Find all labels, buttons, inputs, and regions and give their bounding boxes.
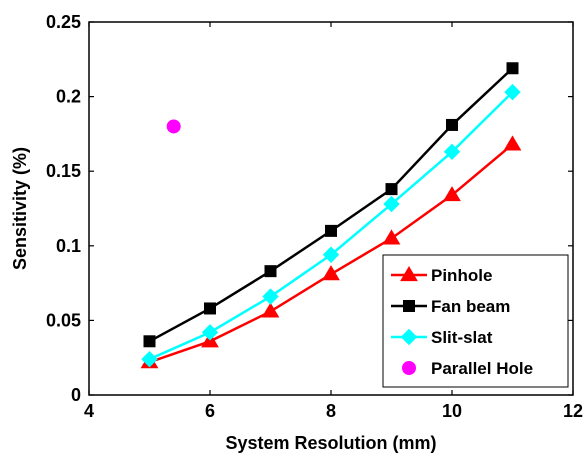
data-point	[262, 288, 279, 305]
x-tick-label: 10	[442, 401, 462, 421]
series-parallel-hole	[166, 119, 181, 134]
series-layer	[140, 62, 522, 369]
legend-label: Parallel Hole	[431, 359, 533, 378]
axes: 4 6 8 10 12 0 0.05 0.1 0.15 0.2 0.25	[46, 12, 583, 421]
data-point	[443, 186, 461, 202]
data-point	[261, 302, 280, 318]
legend-label: Fan beam	[431, 297, 510, 316]
x-tick-label: 6	[205, 401, 215, 421]
y-tick-label: 0.25	[46, 12, 81, 32]
x-tick-label: 8	[326, 401, 336, 421]
data-point	[141, 350, 158, 368]
y-tick-label: 0.2	[56, 87, 81, 107]
data-point	[166, 119, 181, 134]
series-slit-slat	[141, 83, 521, 368]
data-point	[504, 83, 521, 101]
x-axis-label: System Resolution (mm)	[225, 433, 436, 453]
data-point	[201, 324, 219, 341]
y-axis-label: Sensitivity (%)	[10, 147, 30, 270]
y-tick-label: 0	[71, 385, 81, 405]
x-tick-label: 4	[84, 401, 94, 421]
legend: Pinhole Fan beam Slit-slat Parallel Hole	[382, 254, 569, 388]
y-tick-label: 0.1	[56, 236, 81, 256]
x-tick-label: 12	[563, 401, 583, 421]
y-tick-label: 0.05	[46, 310, 81, 330]
data-point	[385, 183, 398, 196]
data-point	[446, 118, 458, 131]
data-point	[382, 229, 401, 245]
data-point	[503, 135, 522, 151]
data-point	[325, 224, 337, 237]
legend-marker	[400, 266, 418, 282]
legend-marker	[400, 328, 418, 346]
data-point	[383, 195, 400, 213]
legend-item: Parallel Hole	[402, 359, 533, 378]
data-point	[204, 302, 216, 315]
legend-marker	[402, 361, 416, 375]
legend-item: Pinhole	[391, 266, 492, 285]
series-pinhole	[140, 135, 522, 369]
legend-marker	[403, 300, 415, 312]
data-point	[143, 335, 156, 348]
data-point	[322, 246, 340, 263]
data-point	[506, 62, 519, 75]
legend-label: Pinhole	[431, 266, 492, 285]
legend-label: Slit-slat	[431, 328, 493, 347]
series-fan-beam	[143, 62, 519, 348]
legend-item: Fan beam	[391, 297, 510, 316]
data-point	[264, 265, 277, 278]
legend-item: Slit-slat	[391, 328, 493, 347]
data-point	[322, 265, 340, 281]
y-tick-label: 0.15	[46, 161, 81, 181]
data-point	[443, 143, 461, 161]
